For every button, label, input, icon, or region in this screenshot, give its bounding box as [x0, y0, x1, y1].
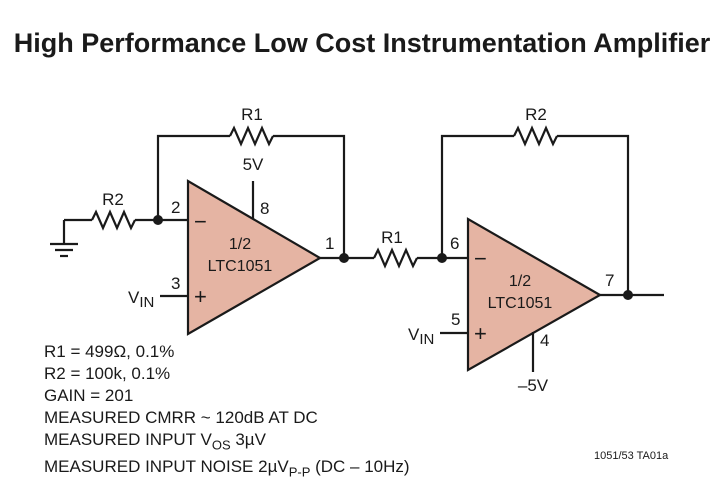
- label-r1-top: R1: [241, 105, 263, 124]
- diagram-title: High Performance Low Cost Instrumentatio…: [14, 28, 711, 58]
- pin-6: 6: [450, 234, 459, 253]
- opamp-2-noninverting-sign: +: [474, 321, 487, 346]
- vin-label-1: VIN: [128, 288, 154, 311]
- opamp-2-label-line1: 1/2: [509, 273, 531, 290]
- label-r2-left: R2: [102, 190, 124, 209]
- label-r2-top: R2: [525, 105, 547, 124]
- spec-r2: R2 = 100k, 0.1%: [44, 364, 171, 383]
- resistor-r1-mid: [373, 247, 418, 269]
- opamp-2-label-line2: LTC1051: [488, 295, 553, 312]
- spec-noise: MEASURED INPUT NOISE 2µVP-P (DC – 10Hz): [44, 457, 410, 480]
- wire-feedback-right-2: [557, 134, 630, 295]
- spec-vos: MEASURED INPUT VOS 3µV: [44, 430, 266, 453]
- pin-2: 2: [171, 198, 180, 217]
- resistor-r2-top: [513, 125, 558, 147]
- wire-feedback-left-1: [156, 134, 230, 220]
- opamp-1-label-line2: LTC1051: [208, 258, 273, 275]
- pin-7: 7: [605, 271, 614, 290]
- opamp-1-noninverting-sign: +: [194, 284, 207, 309]
- supply-positive: 5V: [243, 155, 264, 174]
- pin-5: 5: [451, 310, 460, 329]
- junction-node-pin1: [339, 253, 349, 263]
- ground-icon: [50, 220, 78, 258]
- resistor-r2-left: [91, 209, 136, 231]
- opamp-1: [186, 179, 323, 336]
- spec-cmrr: MEASURED CMRR ~ 120dB AT DC: [44, 408, 318, 427]
- vin-label-2: VIN: [408, 325, 434, 348]
- junction-node-pin7: [623, 290, 633, 300]
- pin-3: 3: [171, 274, 180, 293]
- label-r1-mid: R1: [381, 228, 403, 247]
- spec-r1: R1 = 499Ω, 0.1%: [44, 342, 175, 361]
- spec-notes: R1 = 499Ω, 0.1% R2 = 100k, 0.1% GAIN = 2…: [44, 341, 410, 484]
- wire-feedback-left-2: [440, 134, 514, 258]
- wire-feedback-right-1: [273, 134, 346, 258]
- opamp-1-label-line1: 1/2: [229, 236, 251, 253]
- pin-8: 8: [260, 199, 269, 218]
- spec-gain: GAIN = 201: [44, 386, 134, 405]
- resistor-r1-top: [229, 125, 274, 147]
- supply-negative: –5V: [518, 376, 549, 395]
- figure-code: 1051/53 TA01a: [594, 450, 669, 462]
- opamp-2-inverting-sign: −: [474, 246, 487, 271]
- opamp-1-inverting-sign: −: [194, 209, 207, 234]
- pin-4: 4: [540, 331, 549, 350]
- pin-1: 1: [325, 234, 334, 253]
